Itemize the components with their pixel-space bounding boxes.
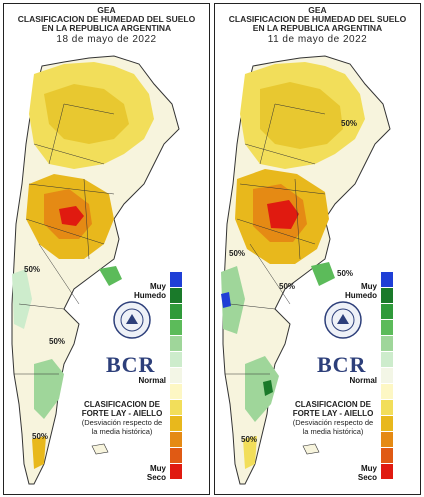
legend-swatch [381, 448, 393, 464]
legend-top-label: Muy Humedo [345, 282, 377, 300]
credits: CLASIFICACION DE FORTE LAY - AIELLO (Des… [81, 400, 163, 436]
legend-swatch [170, 464, 182, 480]
map-title-line2: EN LA REPUBLICA ARGENTINA [41, 23, 172, 33]
panel-header: GEA CLASIFICACION DE HUMEDAD DEL SUELO E… [215, 6, 420, 47]
legend-bottom-label: Muy Seco [357, 464, 377, 482]
contour-label: 50% [341, 119, 357, 128]
legend-swatch [170, 384, 182, 400]
province-boundaries [225, 103, 326, 375]
zone-dry-north-inner [260, 82, 343, 149]
legend-swatch [170, 352, 182, 368]
org-title: GEA [308, 5, 327, 15]
legend-color-bar [381, 272, 393, 480]
legend-mid-label: Normal [349, 376, 377, 385]
legend-mid-label: Normal [138, 376, 166, 385]
zone-wet-east [311, 262, 335, 286]
zone-wet-west [221, 266, 245, 334]
legend-swatch [381, 368, 393, 384]
map-date: 18 de mayo de 2022 [56, 34, 157, 45]
zone-very-wet-coast [263, 380, 273, 396]
map-title-line1: CLASIFICACION DE HUMEDAD DEL SUELO [228, 14, 407, 24]
zone-dry-north-inner [44, 84, 129, 144]
contour-label: 50% [229, 249, 245, 258]
bcr-seal-logo [113, 301, 151, 339]
legend-swatch [381, 464, 393, 480]
legend-swatch [381, 304, 393, 320]
zone-wet-east [99, 266, 122, 286]
legend-swatch [170, 368, 182, 384]
malvinas-islands [91, 443, 109, 455]
legend-swatch [381, 352, 393, 368]
legend-swatch [170, 336, 182, 352]
legend-color-bar [170, 272, 182, 480]
contour-label: 50% [24, 265, 40, 274]
contour-label: 50% [279, 282, 295, 291]
legend-swatch [381, 336, 393, 352]
map-title-line1: CLASIFICACION DE HUMEDAD DEL SUELO [17, 14, 196, 24]
bcr-logo-text: BCR [106, 352, 156, 377]
legend-swatch [170, 432, 182, 448]
malvinas-islands [302, 443, 320, 455]
panel-header: GEA CLASIFICACION DE HUMEDAD DEL SUELO E… [4, 6, 209, 47]
province-boundaries [14, 103, 115, 375]
legend-swatch [170, 272, 182, 288]
zone-dry-south [243, 436, 257, 469]
map-panel-may-11: GEA CLASIFICACION DE HUMEDAD DEL SUELO E… [214, 3, 421, 495]
legend-swatch [381, 384, 393, 400]
zone-very-wet-west [221, 292, 231, 308]
map-panel-may-18: GEA CLASIFICACION DE HUMEDAD DEL SUELO E… [3, 3, 210, 495]
legend-swatch [381, 416, 393, 432]
zone-wet-west [12, 269, 32, 329]
legend-swatch [170, 448, 182, 464]
argentina-soil-moisture-map: 50% 50% 50% [11, 55, 180, 485]
legend-swatch [381, 288, 393, 304]
legend-swatch [170, 416, 182, 432]
legend-bottom-label: Muy Seco [146, 464, 166, 482]
legend-swatch [170, 288, 182, 304]
zone-dry-south [32, 436, 46, 469]
legend-swatch [170, 304, 182, 320]
legend-swatch [381, 272, 393, 288]
org-title: GEA [97, 5, 116, 15]
contour-label: 50% [241, 435, 257, 444]
bcr-logo-text: BCR [317, 352, 367, 377]
contour-label: 50% [337, 269, 353, 278]
zone-extreme-dry [267, 200, 299, 229]
credits: CLASIFICACION DE FORTE LAY - AIELLO (Des… [292, 400, 374, 436]
bcr-seal-logo [324, 301, 362, 339]
map-date: 11 de mayo de 2022 [267, 34, 368, 45]
legend-swatch [170, 400, 182, 416]
legend-swatch [170, 320, 182, 336]
map-title-line2: EN LA REPUBLICA ARGENTINA [252, 23, 383, 33]
legend-top-label: Muy Humedo [134, 282, 166, 300]
argentina-soil-moisture-map: 50% 50% 50% 50% 50% [221, 55, 391, 485]
contour-label: 50% [49, 337, 65, 346]
legend-swatch [381, 400, 393, 416]
zone-extreme-dry [59, 206, 84, 226]
legend-swatch [381, 320, 393, 336]
legend-swatch [381, 432, 393, 448]
contour-label: 50% [32, 432, 48, 441]
zone-wet-coast [245, 356, 279, 422]
